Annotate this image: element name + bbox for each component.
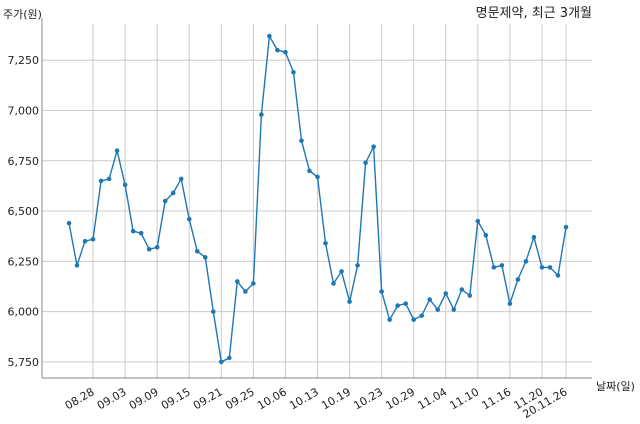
- y-axis-label: 주가(원): [3, 8, 42, 21]
- data-point: [98, 178, 104, 184]
- data-point: [259, 112, 264, 117]
- data-point: [275, 47, 280, 53]
- y-tick-label: 7,000: [8, 104, 40, 117]
- data-point: [219, 359, 224, 365]
- data-point: [194, 248, 200, 254]
- x-tick-label: 09.15: [159, 385, 193, 412]
- labels: 명문제약, 최근 3개월 주가(원) 날짜(일): [3, 6, 635, 393]
- data-point: [138, 230, 144, 236]
- x-tick-label: 10.23: [351, 385, 385, 412]
- data-point: [371, 144, 376, 149]
- x-tick-label: 09.03: [95, 385, 129, 412]
- x-axis-label: 날짜(일): [596, 379, 635, 393]
- x-tick-label: 11.04: [415, 385, 449, 412]
- data-point: [547, 265, 553, 270]
- x-tick-label: 10.19: [319, 385, 353, 412]
- data-point: [459, 287, 465, 292]
- y-tick-label: 6,500: [8, 205, 40, 218]
- data-point: [170, 190, 176, 196]
- data-point: [499, 263, 505, 268]
- data-point: [210, 309, 216, 314]
- data-point: [90, 236, 96, 242]
- data-point: [451, 307, 457, 312]
- data-point: [74, 263, 80, 268]
- x-tick-label: 09.21: [191, 385, 225, 412]
- y-tick-label: 6,000: [8, 306, 40, 319]
- data-point: [130, 228, 136, 234]
- data-point: [379, 289, 384, 294]
- x-tick-label: 11.10: [448, 385, 482, 412]
- data-point: [178, 176, 184, 182]
- data-point: [411, 317, 416, 322]
- data-point: [523, 259, 529, 264]
- data-point: [315, 174, 320, 180]
- data-point: [419, 313, 425, 318]
- x-tick-label: 10.29: [383, 385, 417, 412]
- data-point: [82, 238, 88, 244]
- data-point: [323, 240, 328, 246]
- y-tick-label: 5,750: [8, 356, 40, 369]
- y-tick-label: 7,250: [8, 54, 40, 67]
- data-point: [467, 293, 473, 298]
- data-point: [331, 281, 336, 286]
- data-point: [395, 303, 400, 308]
- x-tick-label: 10.06: [255, 385, 289, 412]
- data-point: [251, 281, 256, 286]
- data-point: [339, 269, 344, 274]
- data-point: [291, 69, 296, 75]
- data-point: [299, 138, 304, 143]
- data-point: [539, 265, 545, 270]
- data-point: [243, 289, 248, 294]
- chart-title: 명문제약, 최근 3개월: [476, 6, 592, 21]
- x-tick-label: 09.09: [127, 385, 161, 412]
- data-point: [283, 49, 288, 55]
- data-point: [427, 297, 433, 302]
- data-point: [515, 277, 521, 282]
- data-point: [507, 301, 513, 306]
- data-point: [114, 148, 120, 154]
- data-point: [387, 317, 392, 322]
- data-point: [491, 265, 497, 270]
- data-point: [227, 355, 232, 361]
- data-point: [475, 218, 481, 224]
- data-point: [443, 291, 449, 296]
- data-point: [162, 198, 168, 204]
- data-point: [347, 299, 352, 304]
- data-point: [307, 168, 312, 174]
- x-tick-label: 11.16: [480, 385, 514, 412]
- data-point: [154, 244, 160, 250]
- x-tick-label: 08.28: [63, 385, 97, 412]
- y-tick-label: 6,750: [8, 155, 40, 168]
- data-point: [106, 176, 112, 182]
- data-point: [267, 33, 272, 39]
- x-tick-label: 10.13: [287, 385, 321, 412]
- data-point: [531, 234, 537, 240]
- grid: [42, 24, 592, 378]
- data-point: [403, 301, 408, 306]
- data-point: [146, 246, 152, 252]
- data-point: [363, 160, 368, 166]
- data-point: [483, 232, 489, 238]
- data-point: [122, 182, 128, 188]
- data-point: [202, 255, 208, 260]
- y-tick-label: 6,250: [8, 255, 40, 268]
- data-point: [435, 307, 441, 312]
- data-point: [66, 220, 72, 226]
- data-point: [563, 224, 569, 230]
- data-point: [555, 273, 561, 278]
- data-point: [235, 279, 240, 284]
- data-point: [355, 263, 360, 268]
- series: [66, 33, 569, 365]
- x-tick-label: 09.25: [223, 385, 257, 412]
- data-point: [186, 216, 192, 222]
